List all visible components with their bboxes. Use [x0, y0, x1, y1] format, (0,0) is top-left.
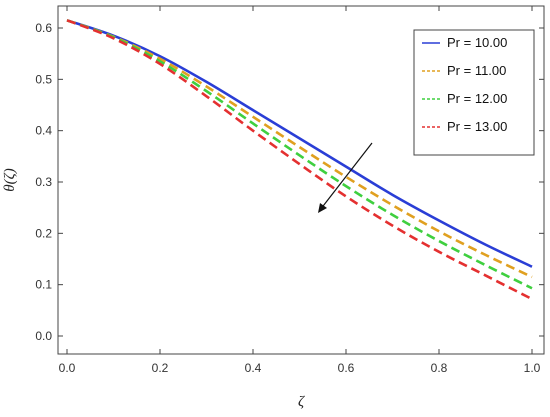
legend-box: [413, 29, 535, 156]
legend: Pr = 10.00 Pr = 11.00 Pr = 12.00 Pr = 13.00: [413, 29, 535, 156]
legend-label-2: Pr = 11.00: [447, 63, 506, 78]
y-tick-label: 0.5: [35, 72, 52, 86]
axis-ticks: 0.0 0.2 0.4 0.6 0.8 1.0 0.0 0.1 0.2 0.3 0.4 0.5 0.6: [35, 6, 544, 375]
x-tick-label: 0.6: [338, 361, 355, 375]
x-tick-label: 0.4: [245, 361, 262, 375]
legend-label-3: Pr = 12.00: [447, 91, 507, 106]
series-line-4: [66, 19, 533, 301]
legend-label-4: Pr = 13.00: [447, 119, 507, 134]
y-tick-label: 0.2: [35, 226, 52, 240]
y-tick-label: 0.3: [35, 175, 52, 189]
y-tick-label: 0.0: [35, 329, 52, 343]
series-line-2: [66, 19, 533, 279]
pr-increase-arrow: [318, 142, 373, 213]
y-tick-label: 0.6: [35, 21, 52, 35]
x-tick-label: 1.0: [524, 361, 541, 375]
plot-frame: [57, 5, 545, 355]
x-tick-label: 0.2: [152, 361, 169, 375]
y-axis-label: θ(ζ): [2, 168, 18, 191]
y-tick-label: 0.4: [35, 124, 52, 138]
x-tick-label: 0.0: [59, 361, 76, 375]
y-tick-label: 0.1: [35, 278, 52, 292]
series-line-3: [66, 19, 533, 290]
x-tick-label: 0.8: [431, 361, 448, 375]
series-line-1: [66, 19, 533, 268]
legend-label-1: Pr = 10.00: [447, 35, 507, 50]
series-layer: [66, 19, 533, 301]
x-axis-label: ζ: [298, 394, 305, 410]
